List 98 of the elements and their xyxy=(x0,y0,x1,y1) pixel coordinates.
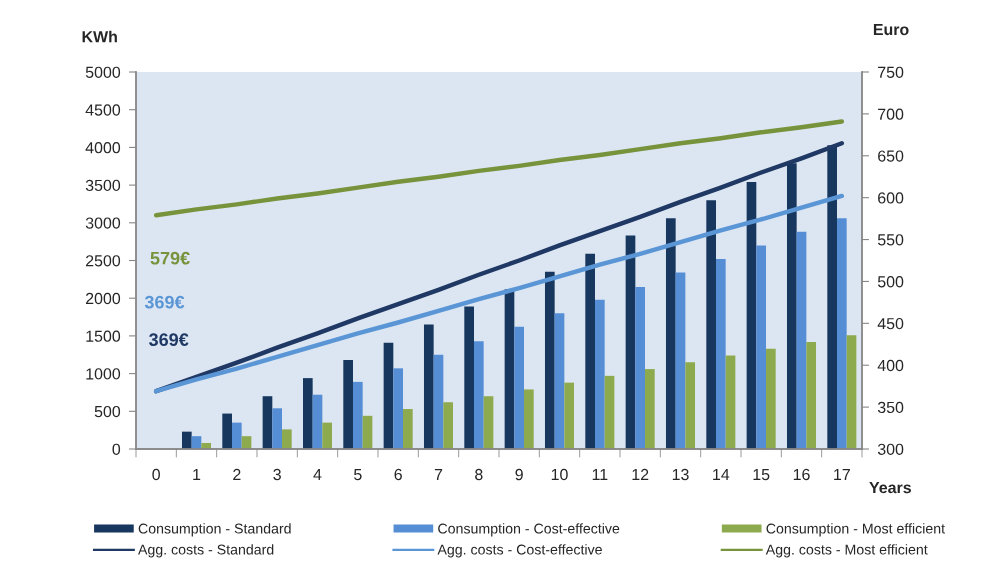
bar xyxy=(836,218,847,449)
x-tick-label: 11 xyxy=(592,469,608,481)
bar xyxy=(483,396,494,449)
x-tick-label: 6 xyxy=(394,468,402,481)
x-tick-label: 10 xyxy=(551,468,568,481)
legend-label: Agg. costs - Cost-effective xyxy=(437,544,602,558)
bar xyxy=(383,342,394,449)
bar xyxy=(181,431,192,449)
y2-tick-label: 550 xyxy=(877,234,904,246)
y2-tick-label: 700 xyxy=(878,108,904,120)
bar xyxy=(604,375,615,449)
bar xyxy=(766,348,776,449)
y-tick-label: 4000 xyxy=(85,142,121,154)
bar xyxy=(706,200,716,449)
x-tick-label: 1 xyxy=(193,469,201,481)
bar xyxy=(312,394,323,449)
bar xyxy=(514,326,525,449)
bar xyxy=(594,299,605,449)
bar xyxy=(403,409,413,449)
bar xyxy=(231,422,242,449)
bar xyxy=(635,286,646,449)
y-tick-label: 500 xyxy=(94,405,121,418)
y2-tick-label: 750 xyxy=(878,66,904,78)
annotation: 369€ xyxy=(144,295,185,309)
bar xyxy=(564,382,575,449)
y-tick-label: 1000 xyxy=(86,368,121,380)
x-tick-label: 16 xyxy=(793,468,810,481)
y-tick-label: 5000 xyxy=(85,66,121,78)
bar xyxy=(262,396,273,449)
bar xyxy=(322,422,333,449)
annotation: 579€ xyxy=(150,251,190,265)
bar xyxy=(433,354,444,449)
y2-tick-label: 500 xyxy=(877,276,904,288)
legend-label: Consumption - Standard xyxy=(138,523,291,537)
bar xyxy=(585,253,595,449)
bar xyxy=(362,415,373,449)
bar xyxy=(443,402,454,449)
bar xyxy=(423,324,434,449)
bar xyxy=(464,306,474,449)
x-tick-label: 5 xyxy=(354,469,362,481)
legend-label: Agg. costs - Standard xyxy=(138,544,274,558)
y-tick-label: 3500 xyxy=(85,179,121,192)
x-tick-label: 14 xyxy=(713,469,730,481)
bar xyxy=(746,182,757,449)
x-tick-label: 13 xyxy=(672,468,689,481)
bar xyxy=(222,413,232,449)
bar xyxy=(544,271,555,449)
bar xyxy=(504,289,515,449)
bar xyxy=(524,389,534,449)
y-tick-label: 4500 xyxy=(85,104,121,116)
x-tick-label: 9 xyxy=(515,468,523,481)
y-tick-label: 1500 xyxy=(86,330,121,342)
legend-label: Consumption - Cost-effective xyxy=(438,523,620,537)
y-tick-label: 2500 xyxy=(86,255,121,267)
y2-axis-title: Euro xyxy=(873,24,909,36)
y2-tick-label: 600 xyxy=(878,192,904,204)
legend-label: Consumption - Most efficient xyxy=(766,523,945,537)
bar xyxy=(352,381,363,449)
bar xyxy=(282,429,292,449)
bar xyxy=(393,368,404,449)
bar xyxy=(725,355,736,449)
legend-label: Agg. costs - Most efficient xyxy=(765,544,928,558)
x-tick-label: 12 xyxy=(632,468,649,481)
x-tick-label: 15 xyxy=(753,469,770,481)
bar xyxy=(675,272,686,449)
y2-tick-label: 450 xyxy=(877,317,904,330)
line-series xyxy=(153,119,845,218)
bar xyxy=(846,335,857,449)
y-tick-label: 3000 xyxy=(85,217,121,229)
y2-tick-label: 650 xyxy=(878,150,904,162)
bar xyxy=(806,341,817,449)
bar xyxy=(685,362,696,449)
y-tick-label: 2000 xyxy=(86,292,121,305)
bar xyxy=(554,313,565,449)
x-tick-label: 3 xyxy=(273,468,281,481)
y-tick-label: 0 xyxy=(112,443,121,455)
y2-tick-label: 350 xyxy=(877,401,904,414)
x-tick-label: 7 xyxy=(434,469,443,481)
y2-tick-label: 400 xyxy=(877,359,904,372)
bar xyxy=(665,218,676,449)
bar xyxy=(645,369,655,449)
x-tick-label: 8 xyxy=(475,468,483,481)
x-tick-label: 4 xyxy=(313,469,322,481)
x-tick-label: 0 xyxy=(152,468,160,481)
bar xyxy=(715,258,726,449)
bar xyxy=(796,231,807,449)
bar xyxy=(272,408,283,449)
x-tick-label: 17 xyxy=(834,469,850,481)
bar xyxy=(756,245,767,449)
bar xyxy=(302,378,313,449)
x-tick-label: 2 xyxy=(233,468,241,481)
x-axis-title: Years xyxy=(869,482,911,494)
bar xyxy=(473,341,484,449)
y2-tick-label: 300 xyxy=(877,443,904,455)
y-axis-title: KWh xyxy=(82,30,117,43)
annotation: 369€ xyxy=(149,333,189,347)
bar xyxy=(625,235,636,449)
bar xyxy=(343,360,353,449)
